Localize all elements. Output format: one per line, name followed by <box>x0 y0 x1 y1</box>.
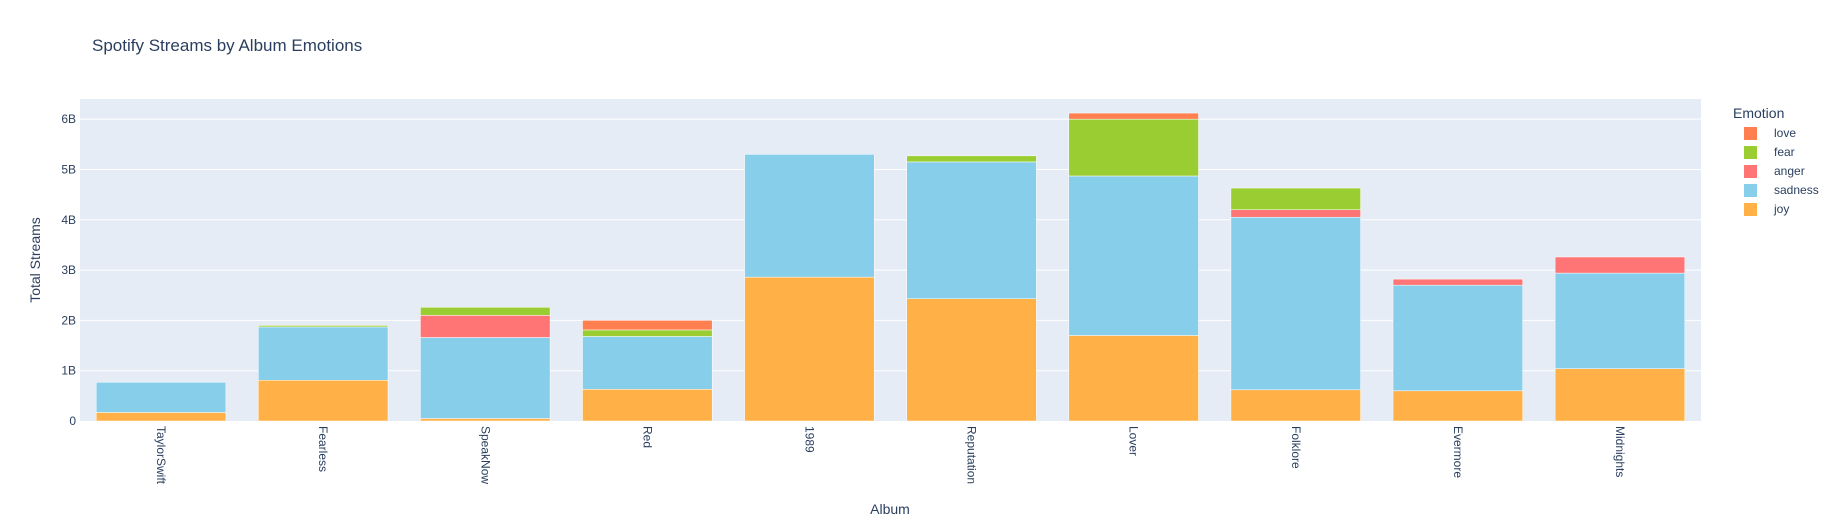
bar-joy-reputation[interactable] <box>906 298 1037 422</box>
bar-anger-midnights[interactable] <box>1554 256 1686 274</box>
bar-anger-folklore[interactable] <box>1230 209 1361 218</box>
bar-fear-fearless[interactable] <box>258 325 389 328</box>
bar-fear-speaknow[interactable] <box>420 307 551 316</box>
bars[interactable] <box>95 112 1686 422</box>
bar-fear-folklore[interactable] <box>1230 187 1361 210</box>
y-tick-label: 0 <box>69 414 76 428</box>
legend-swatch <box>1744 203 1757 216</box>
bar-joy-fearless[interactable] <box>258 379 389 422</box>
bar-anger-speaknow[interactable] <box>420 315 551 338</box>
x-tick-label: Reputation <box>965 426 979 484</box>
bar-joy-evermore[interactable] <box>1392 390 1523 422</box>
x-tick-label: Folklore <box>1289 426 1303 469</box>
bar-joy-midnights[interactable] <box>1554 368 1686 422</box>
bar-sadness-evermore[interactable] <box>1392 284 1523 392</box>
bar-sadness-midnights[interactable] <box>1554 272 1686 369</box>
x-tick-label: SpeakNow <box>478 426 492 484</box>
x-tick-label: Midnights <box>1613 426 1627 477</box>
x-tick-labels: TaylorSwift Fearless SpeakNow Red 1989 Reputa… <box>154 426 1627 485</box>
bar-joy-red[interactable] <box>582 389 713 422</box>
bar-fear-lover[interactable] <box>1068 118 1199 177</box>
bar-fear-reputation[interactable] <box>906 155 1037 163</box>
bar-sadness-reputation[interactable] <box>906 161 1037 299</box>
legend-item-anger[interactable]: anger <box>1744 164 1805 178</box>
legend: Emotion love fear anger sadness joy <box>1733 105 1819 216</box>
x-tick-label: Red <box>640 426 654 448</box>
legend-label: fear <box>1774 145 1795 159</box>
bar-sadness-folklore[interactable] <box>1230 216 1361 391</box>
bar-fear-red[interactable] <box>582 329 713 337</box>
legend-label: anger <box>1774 164 1805 178</box>
legend-item-sadness[interactable]: sadness <box>1744 183 1819 197</box>
legend-swatch <box>1744 146 1757 159</box>
x-tick-label: Evermore <box>1451 426 1465 478</box>
y-tick-label: 1B <box>61 364 76 378</box>
x-tick-label: TaylorSwift <box>154 426 168 485</box>
bar-sadness-1989[interactable] <box>744 154 875 278</box>
bar-sadness-taylorswift[interactable] <box>95 382 227 413</box>
legend-label: sadness <box>1774 183 1819 197</box>
y-tick-label: 4B <box>61 213 76 227</box>
bar-joy-taylorswift[interactable] <box>95 412 227 422</box>
legend-item-love[interactable]: love <box>1744 126 1796 140</box>
legend-item-joy[interactable]: joy <box>1744 202 1789 216</box>
x-axis-title: Album <box>870 501 910 517</box>
chart-title: Spotify Streams by Album Emotions <box>92 36 362 55</box>
bar-joy-1989[interactable] <box>744 276 875 422</box>
legend-label: joy <box>1773 202 1789 216</box>
bar-sadness-speaknow[interactable] <box>420 337 551 419</box>
x-tick-label: Lover <box>1127 426 1141 456</box>
y-tick-label: 2B <box>61 313 76 327</box>
bar-anger-evermore[interactable] <box>1392 278 1523 286</box>
y-tick-label: 6B <box>61 112 76 126</box>
legend-swatch <box>1744 165 1757 178</box>
bar-sadness-red[interactable] <box>582 336 713 390</box>
bar-sadness-fearless[interactable] <box>258 326 389 381</box>
bar-joy-lover[interactable] <box>1068 335 1199 422</box>
legend-swatch <box>1744 127 1757 140</box>
x-tick-label: Fearless <box>316 426 330 472</box>
bar-joy-folklore[interactable] <box>1230 389 1361 422</box>
legend-label: love <box>1774 126 1796 140</box>
legend-item-fear[interactable]: fear <box>1744 145 1795 159</box>
bar-love-red[interactable] <box>582 320 713 331</box>
legend-items[interactable]: love fear anger sadness joy <box>1744 126 1819 216</box>
x-tick-label: 1989 <box>802 426 816 453</box>
bar-sadness-lover[interactable] <box>1068 175 1199 336</box>
bar-love-lover[interactable] <box>1068 112 1199 120</box>
y-tick-label: 3B <box>61 263 76 277</box>
bar-joy-speaknow[interactable] <box>420 418 551 422</box>
legend-swatch <box>1744 184 1757 197</box>
legend-title: Emotion <box>1733 105 1784 121</box>
y-tick-label: 5B <box>61 162 76 176</box>
y-tick-labels: 0 1B 2B 3B 4B 5B 6B <box>61 112 76 428</box>
y-axis-title: Total Streams <box>27 217 43 303</box>
